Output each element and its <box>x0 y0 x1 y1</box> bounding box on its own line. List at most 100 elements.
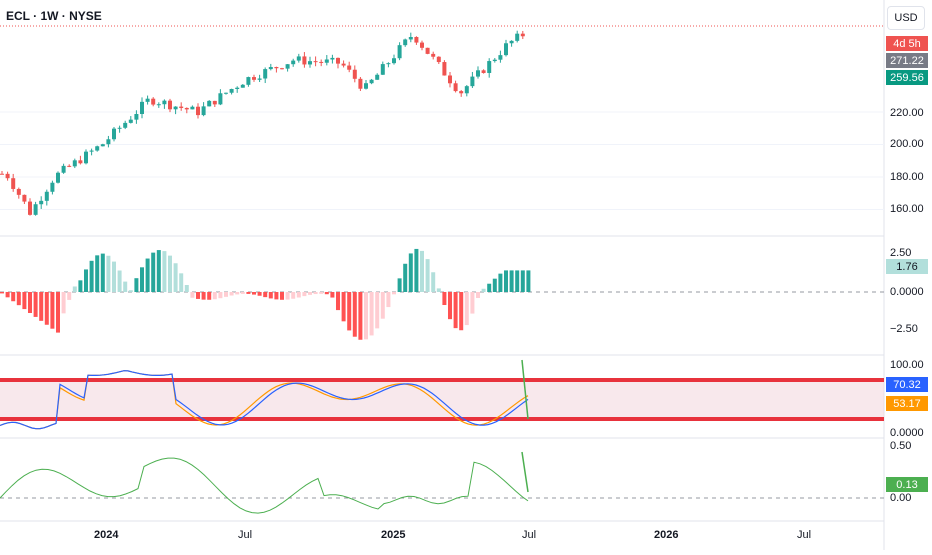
macd-bar <box>448 292 452 320</box>
candle-body <box>414 37 419 43</box>
candle-body <box>280 68 284 70</box>
macd-bar <box>100 253 105 292</box>
macd-bar <box>319 292 324 294</box>
candle-body <box>22 194 27 202</box>
candle-body <box>481 70 486 73</box>
macd-bar <box>330 292 335 298</box>
time-axis-label: 2024 <box>94 529 119 541</box>
candle-body <box>504 43 508 56</box>
macd-bar <box>112 261 116 292</box>
candle-body <box>347 65 352 70</box>
oscillator-line <box>0 457 529 514</box>
macd-bar <box>408 253 413 292</box>
macd-bar <box>5 292 10 298</box>
macd-bar <box>352 292 357 337</box>
candle-body <box>39 200 44 205</box>
macd-histogram <box>0 248 531 340</box>
time-axis-label: 2026 <box>654 529 679 541</box>
candle-body <box>453 83 458 92</box>
macd-bar <box>128 290 133 292</box>
macd-bar <box>520 270 525 292</box>
macd-axis-label: 2.50 <box>890 247 912 259</box>
candle-body <box>358 78 363 89</box>
candle-body <box>106 139 111 145</box>
candle-body <box>78 160 83 164</box>
macd-bar <box>302 292 307 297</box>
drawn-trend-line-2[interactable] <box>521 451 529 493</box>
macd-bar <box>268 292 273 299</box>
time-axis-label: Jul <box>797 529 812 541</box>
candle-body <box>324 59 329 63</box>
time-axis-label: Jul <box>522 529 537 541</box>
macd-bar <box>498 273 503 292</box>
macd-bar <box>61 292 66 314</box>
candle-body <box>168 100 172 110</box>
stoch-d-tag: 53.17 <box>886 396 928 411</box>
candle-body <box>134 113 139 120</box>
candle-body <box>61 165 66 173</box>
stoch-band-fill <box>0 380 884 419</box>
macd-bar <box>151 252 156 292</box>
macd-bar <box>44 292 49 325</box>
macd-bar <box>487 283 492 292</box>
price-axis-label: 220.00 <box>890 107 924 119</box>
candle-body <box>498 55 503 60</box>
macd-axis-label: −2.50 <box>890 323 918 335</box>
macd-bar <box>50 292 55 329</box>
macd-bar <box>212 292 217 300</box>
candle-body <box>487 61 492 73</box>
macd-bar <box>246 292 251 294</box>
candle-body <box>156 104 161 106</box>
candle-body <box>229 88 234 93</box>
candle-body <box>397 45 402 59</box>
symbol-title[interactable]: ECL · 1W · NYSE <box>6 9 102 23</box>
macd-bar <box>492 278 497 292</box>
macd-bar <box>308 292 312 295</box>
currency-button[interactable]: USD <box>887 6 925 30</box>
candle-body <box>246 77 251 85</box>
drawn-trend-line[interactable] <box>521 359 529 420</box>
candle-body <box>308 61 312 65</box>
candle-body <box>201 106 206 116</box>
candle-body <box>296 56 301 61</box>
macd-bar <box>117 270 122 292</box>
candle-body <box>470 76 475 87</box>
candle-body <box>520 33 525 37</box>
last-price-tag: 271.22 <box>886 53 928 68</box>
time-axis-label: 2025 <box>381 529 406 541</box>
macd-bar <box>95 255 100 292</box>
candle-body <box>151 98 156 105</box>
macd-bar <box>291 292 296 299</box>
candle-body <box>0 173 4 175</box>
macd-bar <box>0 292 4 294</box>
macd-bar <box>78 280 83 292</box>
candle-body <box>5 173 10 179</box>
macd-bar <box>16 292 21 306</box>
candle-body <box>44 191 49 201</box>
candle-body <box>364 83 368 89</box>
macd-bar <box>504 270 508 292</box>
candle-body <box>28 201 32 215</box>
candle-body <box>72 160 77 167</box>
macd-bar <box>336 292 340 311</box>
candle-body <box>386 63 391 65</box>
macd-bar <box>11 292 16 302</box>
candle-body <box>184 107 189 110</box>
macd-axis-label: 0.0000 <box>890 286 924 298</box>
macd-bar <box>453 292 458 329</box>
macd-bar <box>442 292 447 306</box>
osc-axis-label: 0.00 <box>890 492 912 504</box>
candle-body <box>313 61 318 63</box>
price-axis-label: 160.00 <box>890 203 924 215</box>
previous-level-tag: 259.56 <box>886 70 928 85</box>
candle-body <box>420 42 424 48</box>
candle-body <box>380 64 385 75</box>
macd-bar <box>380 292 385 319</box>
candle-body <box>235 87 240 89</box>
candle-body <box>33 204 38 215</box>
stoch-k-line <box>0 370 529 430</box>
macd-bar <box>481 288 486 292</box>
macd-bar <box>347 292 352 331</box>
